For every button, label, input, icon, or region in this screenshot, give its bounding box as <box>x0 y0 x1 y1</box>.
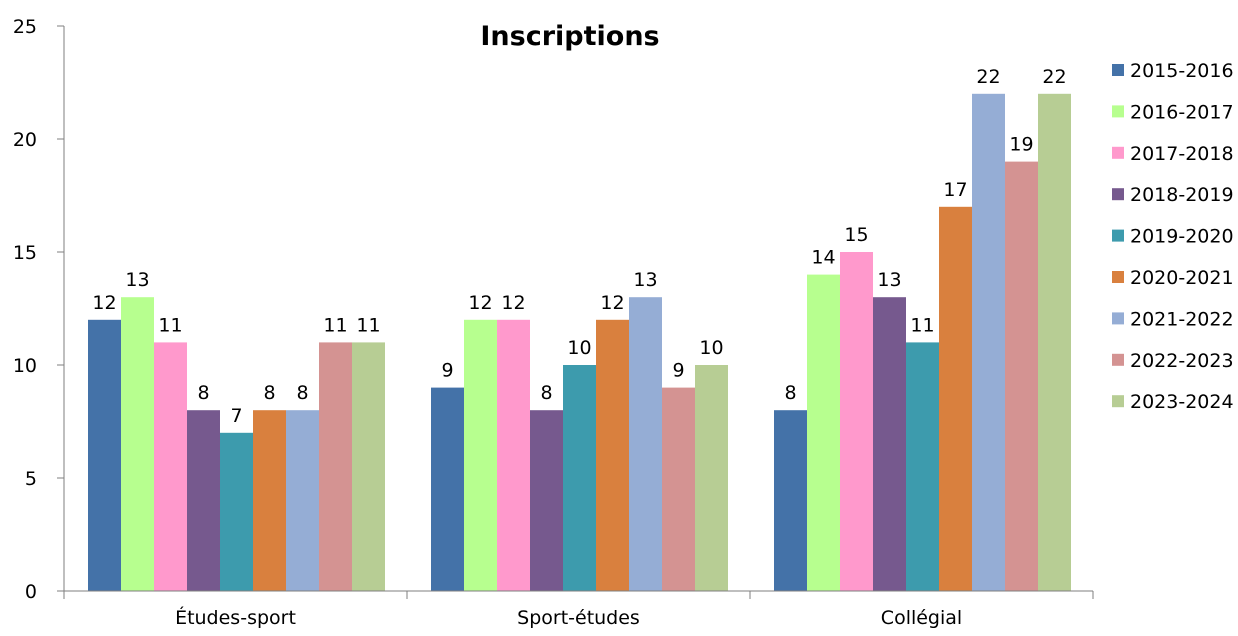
legend-label: 2019-2020 <box>1130 226 1234 248</box>
data-label-collegial-2021-2022: 22 <box>976 66 1000 88</box>
legend-swatch <box>1112 229 1124 242</box>
legend-swatch <box>1112 188 1124 201</box>
legend-label: 2021-2022 <box>1130 308 1234 330</box>
legend-label: 2017-2018 <box>1130 143 1234 165</box>
data-label-etudes-sport-2019-2020: 7 <box>230 405 242 427</box>
legend-swatch <box>1112 353 1124 366</box>
data-label-collegial-2015-2016: 8 <box>784 382 796 404</box>
legend-swatch <box>1112 105 1124 118</box>
bar-sport-etudes-2019-2020 <box>563 365 596 591</box>
y-tick-label: 0 <box>25 581 37 603</box>
bar-collegial-2021-2022 <box>972 93 1005 592</box>
bar-etudes-sport-2016-2017 <box>121 297 154 591</box>
bar-collegial-2018-2019 <box>873 297 906 591</box>
y-tick-label: 20 <box>13 129 37 151</box>
bars-layer <box>88 93 1071 592</box>
data-label-sport-etudes-2019-2020: 10 <box>567 337 591 359</box>
data-label-sport-etudes-2017-2018: 12 <box>501 292 525 314</box>
data-label-collegial-2017-2018: 15 <box>844 224 868 246</box>
bar-sport-etudes-2020-2021 <box>596 319 629 591</box>
data-label-etudes-sport-2016-2017: 13 <box>125 269 149 291</box>
bar-collegial-2016-2017 <box>807 274 840 591</box>
data-label-sport-etudes-2022-2023: 9 <box>672 360 684 382</box>
bar-etudes-sport-2023-2024 <box>352 342 385 591</box>
legend-label: 2015-2016 <box>1130 60 1234 82</box>
bar-collegial-2020-2021 <box>939 206 972 592</box>
legend-label: 2020-2021 <box>1130 267 1234 289</box>
bar-etudes-sport-2018-2019 <box>187 410 220 591</box>
bar-sport-etudes-2016-2017 <box>464 319 497 591</box>
bar-sport-etudes-2022-2023 <box>662 387 695 591</box>
data-label-sport-etudes-2016-2017: 12 <box>468 292 492 314</box>
bar-sport-etudes-2017-2018 <box>497 319 530 591</box>
bar-etudes-sport-2017-2018 <box>154 342 187 591</box>
data-label-etudes-sport-2023-2024: 11 <box>356 314 380 336</box>
data-label-collegial-2023-2024: 22 <box>1042 66 1066 88</box>
bar-etudes-sport-2020-2021 <box>253 410 286 591</box>
bar-etudes-sport-2019-2020 <box>220 432 253 591</box>
data-label-collegial-2020-2021: 17 <box>943 179 967 201</box>
bar-collegial-2019-2020 <box>906 342 939 591</box>
bar-collegial-2015-2016 <box>774 410 807 591</box>
x-tick-label-sport-etudes: Sport-études <box>517 607 640 629</box>
data-label-sport-etudes-2021-2022: 13 <box>633 269 657 291</box>
data-label-collegial-2019-2020: 11 <box>910 314 934 336</box>
legend-item-2021-2022: 2021-2022 <box>1112 308 1234 330</box>
bar-sport-etudes-2023-2024 <box>695 365 728 591</box>
legend-item-2020-2021: 2020-2021 <box>1112 267 1234 289</box>
data-label-collegial-2016-2017: 14 <box>811 247 835 269</box>
legend-item-2019-2020: 2019-2020 <box>1112 226 1234 248</box>
data-label-etudes-sport-2018-2019: 8 <box>197 382 209 404</box>
bar-collegial-2017-2018 <box>840 252 873 591</box>
legend-item-2015-2016: 2015-2016 <box>1112 60 1234 82</box>
data-label-sport-etudes-2015-2016: 9 <box>441 360 453 382</box>
legend-swatch <box>1112 64 1124 76</box>
legend-label: 2023-2024 <box>1130 391 1234 413</box>
x-tick-label-etudes-sport: Études-sport <box>175 606 296 629</box>
legend-swatch <box>1112 271 1124 283</box>
legend-swatch <box>1112 312 1124 325</box>
legend-item-2023-2024: 2023-2024 <box>1112 391 1234 413</box>
legend-item-2018-2019: 2018-2019 <box>1112 184 1234 206</box>
bar-sport-etudes-2015-2016 <box>431 387 464 591</box>
legend-label: 2022-2023 <box>1130 350 1234 372</box>
data-label-collegial-2018-2019: 13 <box>877 269 901 291</box>
axes-layer: 0 5 10 15 20 25 Études-sport Sport-études Collég… <box>13 16 1094 629</box>
bar-etudes-sport-2022-2023 <box>319 342 352 591</box>
data-label-etudes-sport-2022-2023: 11 <box>323 314 347 336</box>
bar-collegial-2023-2024 <box>1038 93 1071 592</box>
bar-collegial-2022-2023 <box>1005 161 1038 591</box>
legend-item-2017-2018: 2017-2018 <box>1112 143 1234 165</box>
bar-etudes-sport-2021-2022 <box>286 410 319 591</box>
chart-title: Inscriptions <box>480 21 659 52</box>
bar-etudes-sport-2015-2016 <box>88 319 121 591</box>
data-label-sport-etudes-2023-2024: 10 <box>699 337 723 359</box>
data-label-etudes-sport-2017-2018: 11 <box>158 314 182 336</box>
x-tick-label-collegial: Collégial <box>881 607 962 629</box>
y-tick-label: 15 <box>13 242 37 264</box>
legend: 2015-2016 2016-2017 2017-2018 2018-2019 2019… <box>1112 60 1234 413</box>
legend-swatch <box>1112 395 1124 408</box>
y-tick-label: 5 <box>25 468 37 490</box>
data-label-collegial-2022-2023: 19 <box>1009 134 1033 156</box>
bar-sport-etudes-2021-2022 <box>629 297 662 591</box>
data-label-etudes-sport-2015-2016: 12 <box>92 292 116 314</box>
data-label-sport-etudes-2020-2021: 12 <box>600 292 624 314</box>
data-label-sport-etudes-2018-2019: 8 <box>540 382 552 404</box>
bar-sport-etudes-2018-2019 <box>530 410 563 591</box>
legend-label: 2018-2019 <box>1130 184 1234 206</box>
y-tick-label: 25 <box>13 16 37 38</box>
data-label-etudes-sport-2021-2022: 8 <box>296 382 308 404</box>
legend-item-2022-2023: 2022-2023 <box>1112 350 1234 372</box>
legend-item-2016-2017: 2016-2017 <box>1112 101 1234 123</box>
data-label-etudes-sport-2020-2021: 8 <box>263 382 275 404</box>
legend-swatch <box>1112 146 1124 159</box>
legend-label: 2016-2017 <box>1130 101 1234 123</box>
y-tick-label: 10 <box>13 355 37 377</box>
